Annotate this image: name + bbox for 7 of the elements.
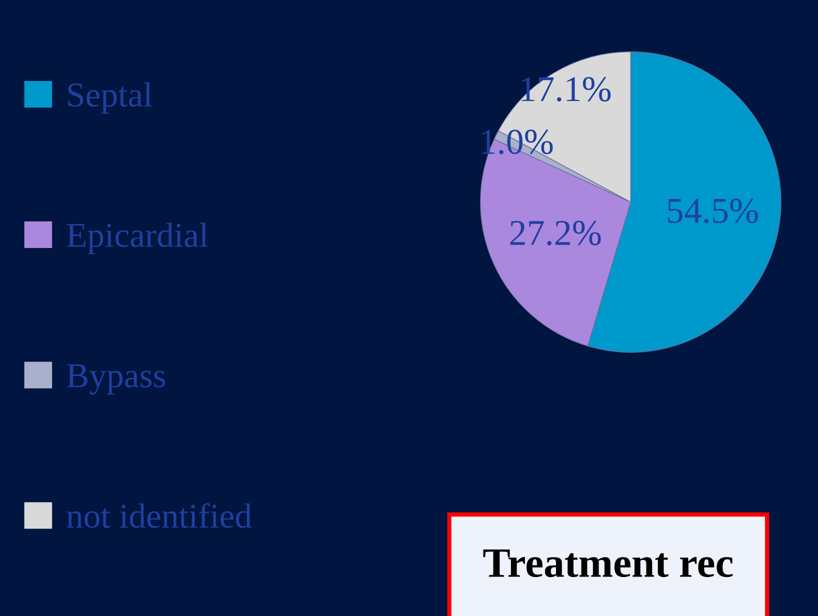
legend-label: Epicardial xyxy=(66,222,208,254)
legend-label: Bypass xyxy=(66,364,166,395)
data-label: 27.2% xyxy=(510,220,601,246)
data-label: 54.5% xyxy=(668,198,758,224)
text: Treatment rec xyxy=(483,549,733,578)
legend-label: not identified xyxy=(66,503,252,528)
legend-label: Septal xyxy=(68,82,152,114)
